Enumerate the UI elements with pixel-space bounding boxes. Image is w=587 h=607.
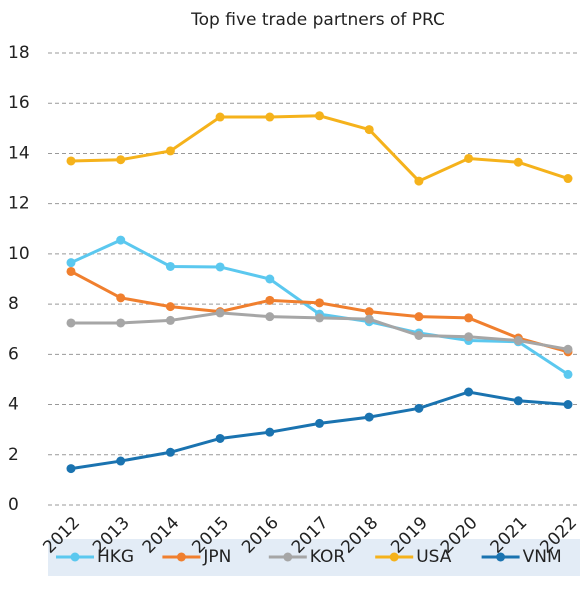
point (364, 314, 374, 324)
point (315, 313, 324, 323)
y-tick-label: 14 (8, 143, 30, 163)
point (563, 344, 573, 354)
point (315, 298, 324, 308)
point (364, 412, 374, 422)
point (265, 112, 275, 122)
point (66, 156, 76, 166)
y-tick-label: 12 (8, 194, 30, 214)
point (414, 331, 424, 340)
point (464, 387, 474, 397)
y-tick-label: 16 (8, 93, 30, 113)
point (66, 464, 76, 474)
y-tick-label: 10 (8, 244, 30, 264)
point (116, 318, 126, 328)
series-line (70, 114, 569, 183)
point (165, 315, 175, 325)
point (165, 146, 175, 156)
point (66, 266, 76, 276)
point (215, 262, 225, 272)
y-tick-label: 18 (8, 43, 30, 63)
point (464, 313, 474, 323)
point (315, 418, 324, 428)
point (563, 369, 573, 379)
point (265, 295, 275, 305)
point (464, 332, 474, 342)
legend-dot (496, 552, 506, 562)
legend-dot (283, 552, 293, 562)
y-tick-label: 8 (8, 294, 19, 314)
point (165, 261, 175, 271)
point (66, 318, 76, 328)
point (265, 427, 275, 437)
legend-dot (176, 552, 186, 562)
point (215, 308, 225, 318)
legend-dot (389, 552, 399, 562)
point (215, 433, 225, 443)
point (414, 312, 424, 322)
point (364, 125, 374, 135)
point (165, 447, 175, 457)
y-tick-label: 2 (8, 445, 19, 465)
point (464, 153, 474, 163)
legend-label: JPN (202, 547, 231, 567)
point (116, 293, 126, 303)
y-tick-label: 0 (8, 495, 19, 515)
legend-label: HKG (97, 547, 134, 567)
point (315, 111, 324, 121)
chart-title: Top five trade partners of PRC (190, 10, 445, 30)
point (265, 312, 275, 322)
legend-label: KOR (310, 547, 346, 567)
point (563, 174, 573, 184)
series-line (70, 390, 569, 471)
point (513, 396, 523, 406)
point (165, 302, 175, 312)
legend-dot (70, 552, 80, 562)
y-tick-label: 6 (8, 344, 19, 364)
point (513, 157, 523, 167)
point (116, 155, 126, 165)
point (116, 456, 126, 466)
point (265, 274, 275, 284)
point (364, 307, 374, 317)
legend-label: USA (416, 547, 452, 567)
legend-label: VNM (523, 547, 562, 567)
point (414, 176, 424, 186)
point (513, 336, 523, 346)
point (66, 258, 76, 268)
point (215, 112, 225, 122)
point (563, 400, 573, 410)
point (414, 403, 424, 413)
point (116, 235, 126, 245)
y-tick-label: 4 (8, 395, 19, 415)
